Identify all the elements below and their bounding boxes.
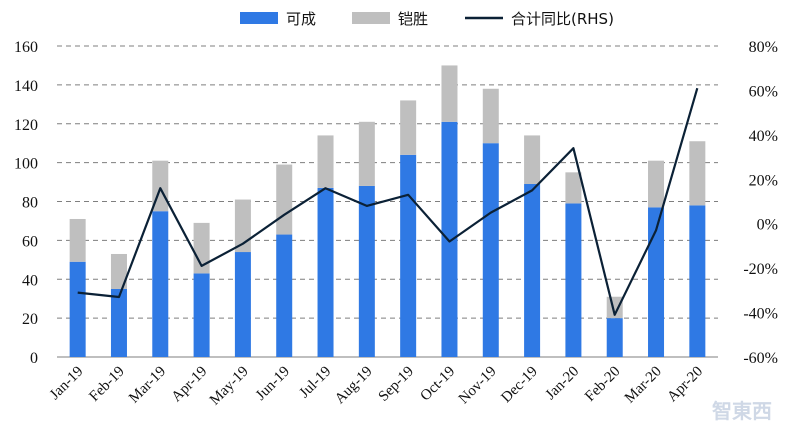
bar-可成: [234, 252, 251, 357]
legend-swatch: [352, 12, 390, 24]
y2-tick-label: 0%: [757, 217, 778, 234]
x-tick-label: Aug-19: [332, 364, 376, 408]
y2-tick-label: 40%: [749, 128, 778, 145]
y-tick-label: 20: [22, 311, 38, 328]
bar-铠胜: [234, 199, 251, 253]
y2-tick-label: -60%: [743, 350, 778, 367]
x-tick-label: Apr-19: [169, 364, 211, 406]
bar-可成: [400, 154, 417, 357]
y2-tick-label: -40%: [743, 306, 778, 323]
x-tick-label: Mar-20: [622, 364, 665, 407]
bar-铠胜: [482, 88, 499, 144]
y-tick-label: 80: [22, 195, 38, 212]
legend-label: 铠胜: [398, 10, 428, 28]
x-tick-label: Oct-19: [418, 364, 459, 405]
bar-铠胜: [648, 160, 665, 208]
bar-可成: [565, 203, 582, 357]
x-tick-label: Feb-19: [86, 364, 127, 405]
x-tick-label: Feb-20: [582, 364, 623, 405]
x-tick-label: Jul-19: [297, 364, 335, 402]
y-tick-label: 160: [14, 39, 38, 56]
bar-可成: [441, 121, 458, 358]
x-tick-label: Jun-19: [253, 364, 293, 404]
y-tick-label: 40: [22, 272, 38, 289]
bar-铠胜: [689, 141, 706, 206]
y-tick-label: 0: [30, 350, 38, 367]
y2-tick-label: 80%: [749, 39, 778, 56]
x-tick-label: Jan-19: [47, 364, 87, 404]
y-tick-label: 120: [14, 117, 38, 134]
y2-tick-label: 20%: [749, 172, 778, 189]
bar-铠胜: [524, 135, 541, 185]
x-tick-label: Nov-19: [456, 364, 500, 408]
y-tick-label: 100: [14, 156, 38, 173]
y2-tick-label: 60%: [749, 83, 778, 100]
bar-可成: [648, 207, 665, 357]
x-tick-label: Apr-20: [664, 364, 706, 406]
bar-可成: [524, 184, 541, 357]
bar-铠胜: [276, 164, 293, 235]
bar-铠胜: [69, 218, 86, 262]
bar-可成: [276, 234, 293, 357]
bar-可成: [193, 273, 210, 357]
bar-铠胜: [565, 172, 582, 204]
bar-铠胜: [110, 253, 127, 289]
bar-可成: [110, 288, 127, 357]
x-tick-label: Jan-20: [543, 364, 583, 404]
x-tick-label: Sep-19: [376, 364, 417, 405]
bar-铠胜: [317, 135, 334, 188]
legend-label: 可成: [286, 10, 316, 28]
y2-tick-label: -20%: [743, 261, 778, 278]
bar-铠胜: [441, 65, 458, 122]
x-tick-label: Mar-19: [126, 364, 169, 407]
bar-可成: [317, 187, 334, 357]
bar-可成: [358, 185, 375, 357]
bar-铠胜: [193, 222, 210, 274]
bar-铠胜: [358, 121, 375, 186]
bar-可成: [482, 143, 499, 357]
bar-可成: [606, 318, 623, 357]
bar-铠胜: [400, 100, 417, 155]
bar-可成: [69, 261, 86, 357]
bar-可成: [689, 205, 706, 357]
y-tick-label: 140: [14, 78, 38, 95]
x-tick-label: Dec-19: [498, 364, 541, 407]
line-series-yoy: [77, 87, 699, 316]
watermark: 智東西: [712, 399, 772, 423]
legend-label: 合计同比(RHS): [511, 10, 614, 28]
x-tick-label: May-19: [207, 364, 252, 409]
legend-swatch: [240, 12, 278, 24]
bar-可成: [152, 211, 169, 357]
y-tick-label: 60: [22, 233, 38, 250]
